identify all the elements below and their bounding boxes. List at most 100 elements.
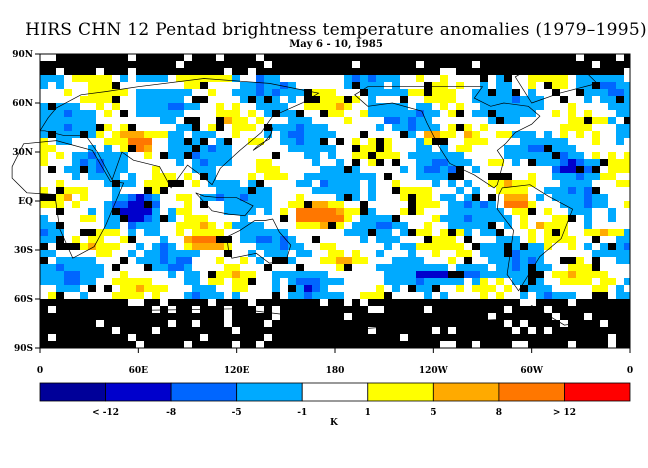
anomaly-cell <box>288 54 296 61</box>
anomaly-cell <box>360 75 368 82</box>
anomaly-cell <box>72 117 80 124</box>
anomaly-cell <box>552 341 560 348</box>
anomaly-cell <box>320 278 328 285</box>
anomaly-cell <box>168 264 176 271</box>
anomaly-cell <box>344 264 352 271</box>
anomaly-cell <box>64 341 72 348</box>
anomaly-cell <box>56 54 64 61</box>
anomaly-cell <box>152 201 160 208</box>
anomaly-cell <box>408 271 416 278</box>
anomaly-cell <box>496 257 504 264</box>
anomaly-cell <box>376 264 384 271</box>
anomaly-cell <box>56 299 64 306</box>
anomaly-cell <box>368 313 376 320</box>
anomaly-cell <box>104 229 112 236</box>
anomaly-cell <box>368 334 376 341</box>
anomaly-cell <box>440 194 448 201</box>
anomaly-cell <box>424 68 432 75</box>
anomaly-cell <box>240 124 248 131</box>
anomaly-cell <box>160 257 168 264</box>
anomaly-cell <box>488 285 496 292</box>
anomaly-cell <box>48 292 56 299</box>
anomaly-cell <box>200 222 208 229</box>
anomaly-cell <box>368 194 376 201</box>
anomaly-cell <box>416 264 424 271</box>
anomaly-cell <box>48 131 56 138</box>
anomaly-cell <box>520 103 528 110</box>
anomaly-cell <box>616 320 624 327</box>
anomaly-cell <box>608 166 616 173</box>
anomaly-cell <box>152 313 160 320</box>
anomaly-cell <box>568 152 576 159</box>
anomaly-cell <box>336 194 344 201</box>
anomaly-cell <box>160 306 168 313</box>
anomaly-cell <box>208 341 216 348</box>
anomaly-cell <box>192 299 200 306</box>
anomaly-cell <box>128 180 136 187</box>
anomaly-cell <box>304 152 312 159</box>
anomaly-cell <box>272 110 280 117</box>
anomaly-cell <box>392 285 400 292</box>
anomaly-cell <box>320 89 328 96</box>
anomaly-cell <box>240 257 248 264</box>
anomaly-cell <box>40 145 48 152</box>
anomaly-cell <box>536 313 544 320</box>
anomaly-cell <box>408 117 416 124</box>
anomaly-cell <box>312 236 320 243</box>
anomaly-cell <box>240 271 248 278</box>
anomaly-cell <box>592 292 600 299</box>
anomaly-cell <box>592 285 600 292</box>
anomaly-cell <box>344 327 352 334</box>
anomaly-cell <box>464 313 472 320</box>
anomaly-cell <box>352 334 360 341</box>
anomaly-cell <box>312 215 320 222</box>
anomaly-cell <box>328 173 336 180</box>
anomaly-cell <box>608 152 616 159</box>
anomaly-cell <box>64 117 72 124</box>
anomaly-cell <box>472 138 480 145</box>
anomaly-cell <box>448 208 456 215</box>
anomaly-cell <box>144 299 152 306</box>
anomaly-cell <box>40 243 48 250</box>
anomaly-cell <box>528 138 536 145</box>
anomaly-cell <box>112 320 120 327</box>
anomaly-cell <box>496 173 504 180</box>
anomaly-cell <box>232 180 240 187</box>
anomaly-cell <box>288 313 296 320</box>
anomaly-cell <box>568 61 576 68</box>
anomaly-cell <box>448 89 456 96</box>
north-america-coastline <box>354 86 541 189</box>
anomaly-cell <box>56 201 64 208</box>
anomaly-cell <box>608 75 616 82</box>
anomaly-cell <box>160 320 168 327</box>
anomaly-cell <box>152 89 160 96</box>
anomaly-cell <box>112 243 120 250</box>
anomaly-cell <box>560 222 568 229</box>
anomaly-cell <box>440 334 448 341</box>
anomaly-cell <box>280 236 288 243</box>
anomaly-cell <box>368 75 376 82</box>
anomaly-cell <box>248 306 256 313</box>
anomaly-cell <box>272 82 280 89</box>
anomaly-cell <box>288 138 296 145</box>
anomaly-cell <box>536 264 544 271</box>
anomaly-cell <box>80 313 88 320</box>
anomaly-cell <box>424 313 432 320</box>
anomaly-cell <box>136 313 144 320</box>
anomaly-cell <box>40 257 48 264</box>
anomaly-cell <box>80 124 88 131</box>
anomaly-cell <box>144 222 152 229</box>
anomaly-cell <box>264 96 272 103</box>
anomaly-cell <box>216 341 224 348</box>
anomaly-cell <box>64 166 72 173</box>
anomaly-cell <box>152 292 160 299</box>
anomaly-cell <box>568 201 576 208</box>
anomaly-cell <box>584 194 592 201</box>
anomaly-cell <box>160 103 168 110</box>
anomaly-cell <box>624 180 630 187</box>
anomaly-cell <box>520 187 528 194</box>
anomaly-cell <box>280 54 288 61</box>
anomaly-cell <box>56 285 64 292</box>
anomaly-cell <box>200 313 208 320</box>
anomaly-cell <box>528 82 536 89</box>
